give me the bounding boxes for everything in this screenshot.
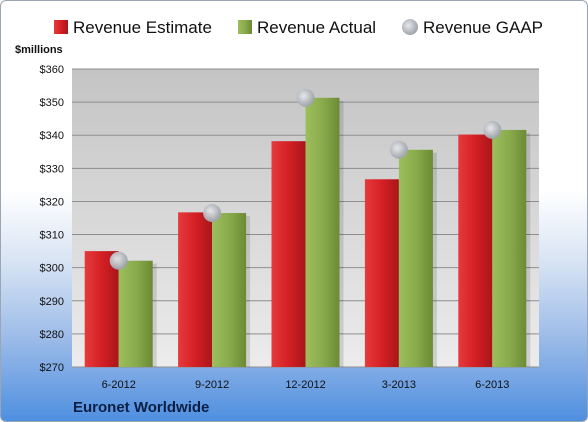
y-tick-label: $360 [40, 64, 64, 76]
x-tick-label: 3-2013 [382, 379, 416, 391]
y-tick-label: $340 [40, 130, 64, 142]
y-tick-label: $280 [40, 329, 64, 341]
legend-swatch-estimate [54, 20, 68, 34]
y-tick-label: $330 [40, 163, 64, 175]
x-tick-label: 6-2013 [475, 379, 509, 391]
bar-revenue-actual [305, 97, 340, 367]
legend: Revenue Estimate Revenue Actual Revenue … [54, 18, 543, 37]
marker-revenue-gaap [203, 204, 222, 223]
marker-revenue-gaap [389, 140, 408, 159]
y-tick-label: $350 [40, 97, 64, 109]
bars [84, 97, 531, 367]
bar-revenue-estimate [364, 179, 399, 367]
unit-label: $millions [15, 44, 63, 56]
legend-item-gaap: Revenue GAAP [402, 18, 543, 37]
bar-revenue-estimate [458, 134, 493, 367]
y-tick-label: $270 [40, 362, 64, 374]
bar-revenue-estimate [178, 212, 213, 367]
bar-revenue-estimate [271, 141, 306, 367]
y-tick-label: $290 [40, 296, 64, 308]
marker-revenue-gaap [483, 120, 502, 139]
x-axis-labels: 6-2012 9-2012 12-2012 3-2013 6-2013 [102, 379, 510, 391]
legend-swatch-actual [238, 20, 252, 34]
x-tick-label: 12-2012 [285, 379, 325, 391]
x-tick-label: 9-2012 [195, 379, 229, 391]
y-tick-label: $300 [40, 263, 64, 275]
legend-label-gaap: Revenue GAAP [423, 18, 543, 37]
legend-item-estimate: Revenue Estimate [54, 18, 212, 37]
bar-revenue-actual [492, 129, 527, 367]
legend-swatch-gaap [402, 19, 418, 35]
bar-revenue-actual [398, 149, 433, 367]
legend-label-actual: Revenue Actual [257, 18, 376, 37]
marker-revenue-gaap [296, 88, 315, 107]
company-name: Euronet Worldwide [73, 399, 209, 416]
gaap-markers [109, 88, 502, 270]
y-axis-labels: $270 $280 $290 $300 $310 $320 $330 $340 $350 $360 [40, 64, 64, 374]
bar-revenue-actual [212, 213, 247, 367]
legend-item-actual: Revenue Actual [238, 18, 376, 37]
marker-revenue-gaap [109, 251, 128, 270]
y-tick-label: $320 [40, 196, 64, 208]
bar-revenue-actual [118, 260, 153, 367]
x-tick-label: 6-2012 [102, 379, 136, 391]
bar-revenue-estimate [84, 251, 119, 367]
y-tick-label: $310 [40, 230, 64, 242]
legend-label-estimate: Revenue Estimate [73, 18, 212, 37]
